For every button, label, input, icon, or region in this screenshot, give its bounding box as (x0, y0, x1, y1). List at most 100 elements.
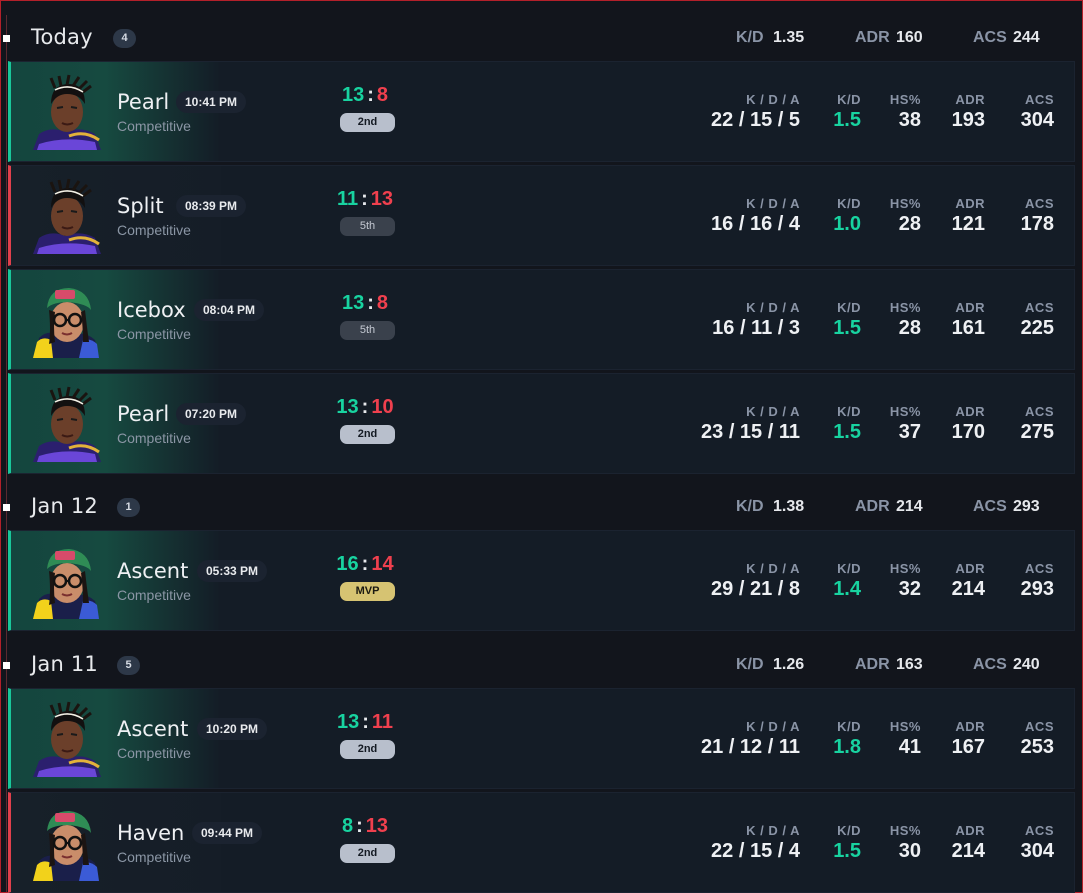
match-row[interactable]: Ascent 10:20 PM Competitive 13:11 2nd K / D /… (8, 688, 1075, 789)
day-adr: 214 (896, 498, 923, 515)
timeline-dot (3, 35, 10, 42)
stat-kda-value: 22 / 15 / 5 (711, 109, 800, 131)
stat-acs: ACS 275 (1021, 404, 1054, 444)
agent-portrait-icon (29, 386, 103, 462)
score-separator: : (367, 84, 374, 106)
match-row[interactable]: Split 08:39 PM Competitive 11:13 5th K / D / … (8, 165, 1075, 266)
placement-badge: MVP (340, 582, 395, 601)
timeline-dot (3, 504, 10, 511)
score-separator: : (361, 553, 369, 575)
stat-kd-value: 1.5 (833, 421, 861, 443)
stat-adr-value: 170 (951, 421, 985, 443)
stat-kd-label: K/D (837, 92, 861, 107)
stat-adr-value: 167 (951, 736, 985, 758)
timeline-line (6, 15, 7, 892)
match-time: 08:04 PM (194, 299, 265, 321)
day-adr-label: ADR (855, 656, 890, 673)
game-mode: Competitive (117, 587, 191, 603)
day-title: Jan 12 (31, 494, 98, 518)
stat-headshot-percent-label: HS% (889, 300, 921, 315)
match-score: 13:8 (329, 292, 401, 315)
day-match-count-badge: 4 (113, 29, 136, 48)
match-row[interactable]: Icebox 08:04 PM Competitive 13:8 5th K / D / … (8, 269, 1075, 370)
game-mode: Competitive (117, 326, 191, 342)
score-separator: : (361, 396, 369, 418)
agent-portrait-icon (29, 282, 103, 358)
score-enemy: 10 (371, 396, 394, 418)
stat-kd-value: 1.4 (833, 578, 861, 600)
stat-headshot-percent: HS% 38 (890, 92, 921, 132)
match-row[interactable]: Pearl 10:41 PM Competitive 13:8 2nd K / D / A… (8, 61, 1075, 162)
score-enemy: 14 (371, 553, 394, 575)
stat-headshot-percent-label: HS% (889, 719, 921, 734)
placement-badge: 2nd (340, 844, 395, 863)
stat-kda-value: 23 / 15 / 11 (701, 421, 800, 443)
score-team: 16 (336, 553, 359, 575)
day-acs-label: ACS (973, 656, 1007, 673)
match-time: 10:20 PM (197, 718, 268, 740)
placement-badge: 2nd (340, 740, 395, 759)
stat-kd: K/D 1.0 (833, 196, 861, 236)
stat-acs-value: 253 (1020, 736, 1054, 758)
stat-headshot-percent: HS% 28 (890, 196, 921, 236)
match-score: 8:13 (329, 815, 401, 838)
day-acs: 293 (1013, 498, 1040, 515)
agent-portrait-icon (29, 178, 103, 254)
stat-acs: ACS 253 (1021, 719, 1054, 759)
stat-kd-value: 1.8 (833, 736, 861, 758)
score-team: 13 (341, 292, 365, 314)
match-row[interactable]: Haven 09:44 PM Competitive 8:13 2nd K / D / A… (8, 792, 1075, 893)
day-kd-label: K/D (736, 656, 764, 673)
score-separator: : (361, 188, 368, 210)
match-score: 13:10 (329, 396, 401, 419)
stat-headshot-percent: HS% 30 (890, 823, 921, 863)
stat-headshot-percent-label: HS% (889, 196, 921, 211)
stat-acs-label: ACS (1025, 823, 1054, 838)
stat-adr-label: ADR (955, 823, 985, 838)
stat-adr: ADR 170 (952, 404, 985, 444)
stat-kda: K / D / A 16 / 16 / 4 (711, 196, 800, 236)
stat-acs: ACS 304 (1021, 92, 1054, 132)
stat-headshot-percent-value: 37 (898, 421, 921, 443)
stat-adr-value: 193 (951, 109, 985, 131)
stat-adr: ADR 161 (952, 300, 985, 340)
stat-headshot-percent: HS% 41 (890, 719, 921, 759)
stat-adr-label: ADR (955, 719, 985, 734)
score-team: 13 (336, 396, 359, 418)
stat-adr-label: ADR (955, 561, 985, 576)
stat-acs-label: ACS (1025, 719, 1054, 734)
stat-kd: K/D 1.5 (833, 92, 861, 132)
agent-portrait-icon (29, 701, 103, 777)
stat-headshot-percent-label: HS% (889, 561, 921, 576)
stat-kd: K/D 1.8 (833, 719, 861, 759)
day-adr: 160 (896, 29, 923, 46)
day-header: Today 4 K/D 1.35 ADR 160 ACS 244 (1, 7, 1083, 57)
stat-headshot-percent: HS% 28 (890, 300, 921, 340)
stat-kd-value: 1.5 (833, 840, 861, 862)
score-enemy: 8 (376, 84, 389, 106)
stat-kda-label: K / D / A (746, 561, 800, 576)
day-acs-label: ACS (973, 29, 1007, 46)
stat-kd: K/D 1.5 (833, 823, 861, 863)
stat-headshot-percent-value: 28 (898, 213, 921, 235)
stat-acs-value: 304 (1020, 109, 1054, 131)
match-score: 16:14 (329, 553, 401, 576)
stat-kda-label: K / D / A (746, 196, 800, 211)
score-separator: : (356, 815, 363, 837)
day-kd-label: K/D (736, 29, 764, 46)
stat-kd-label: K/D (837, 719, 861, 734)
game-mode: Competitive (117, 849, 191, 865)
match-row[interactable]: Pearl 07:20 PM Competitive 13:10 2nd K / D / … (8, 373, 1075, 474)
map-name: Ascent (117, 559, 189, 583)
stat-kda-label: K / D / A (746, 404, 800, 419)
stat-kd-label: K/D (837, 196, 861, 211)
score-enemy: 11 (371, 711, 394, 733)
match-row[interactable]: Ascent 05:33 PM Competitive 16:14 MVP K / D /… (8, 530, 1075, 631)
stat-kd-value: 1.5 (833, 109, 861, 131)
day-kd: 1.38 (773, 498, 805, 515)
stat-kd-label: K/D (837, 300, 861, 315)
match-time: 08:39 PM (176, 195, 247, 217)
match-score: 13:8 (329, 84, 401, 107)
stat-adr: ADR 167 (952, 719, 985, 759)
placement-badge: 2nd (340, 425, 395, 444)
